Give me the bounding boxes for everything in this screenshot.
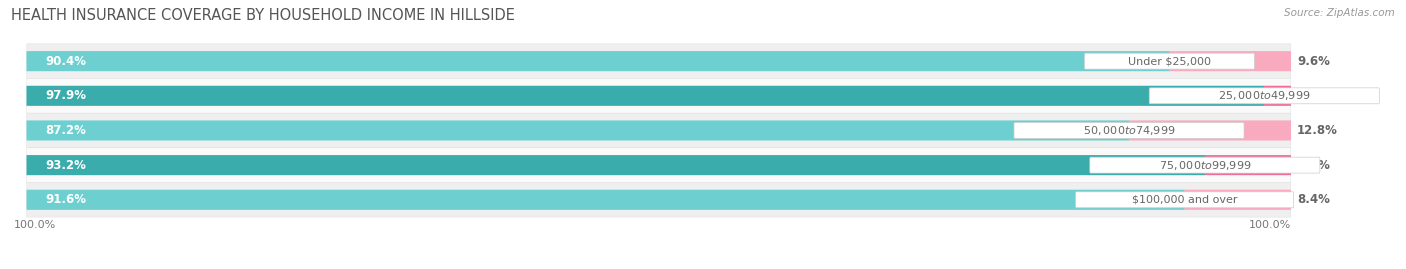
Text: $75,000 to $99,999: $75,000 to $99,999 bbox=[1159, 159, 1251, 172]
FancyBboxPatch shape bbox=[27, 182, 1291, 217]
Text: HEALTH INSURANCE COVERAGE BY HOUSEHOLD INCOME IN HILLSIDE: HEALTH INSURANCE COVERAGE BY HOUSEHOLD I… bbox=[11, 8, 515, 23]
FancyBboxPatch shape bbox=[27, 190, 1185, 210]
Text: 90.4%: 90.4% bbox=[45, 55, 87, 68]
FancyBboxPatch shape bbox=[27, 86, 1264, 106]
FancyBboxPatch shape bbox=[1076, 192, 1294, 208]
FancyBboxPatch shape bbox=[1170, 51, 1291, 71]
Text: 87.2%: 87.2% bbox=[45, 124, 87, 137]
FancyBboxPatch shape bbox=[1264, 86, 1291, 106]
Text: 97.9%: 97.9% bbox=[45, 89, 87, 102]
FancyBboxPatch shape bbox=[27, 148, 1291, 182]
Text: Source: ZipAtlas.com: Source: ZipAtlas.com bbox=[1284, 8, 1395, 18]
Text: $25,000 to $49,999: $25,000 to $49,999 bbox=[1218, 89, 1310, 102]
Text: $100,000 and over: $100,000 and over bbox=[1132, 195, 1237, 205]
FancyBboxPatch shape bbox=[1184, 190, 1291, 210]
Text: 91.6%: 91.6% bbox=[45, 193, 87, 206]
FancyBboxPatch shape bbox=[27, 121, 1129, 140]
Text: Under $25,000: Under $25,000 bbox=[1128, 56, 1211, 66]
Text: 93.2%: 93.2% bbox=[45, 159, 87, 172]
FancyBboxPatch shape bbox=[27, 51, 1170, 71]
FancyBboxPatch shape bbox=[1090, 157, 1320, 173]
FancyBboxPatch shape bbox=[27, 44, 1291, 79]
Text: 8.4%: 8.4% bbox=[1298, 193, 1330, 206]
Text: 9.6%: 9.6% bbox=[1298, 55, 1330, 68]
FancyBboxPatch shape bbox=[27, 113, 1291, 148]
Text: 6.8%: 6.8% bbox=[1298, 159, 1330, 172]
FancyBboxPatch shape bbox=[1014, 122, 1244, 139]
FancyBboxPatch shape bbox=[27, 79, 1291, 113]
FancyBboxPatch shape bbox=[1084, 53, 1254, 69]
Text: 100.0%: 100.0% bbox=[14, 220, 56, 230]
Text: 100.0%: 100.0% bbox=[1249, 220, 1291, 230]
FancyBboxPatch shape bbox=[1205, 155, 1291, 175]
Text: 2.1%: 2.1% bbox=[1298, 89, 1330, 102]
FancyBboxPatch shape bbox=[1129, 121, 1291, 140]
FancyBboxPatch shape bbox=[1149, 88, 1379, 104]
FancyBboxPatch shape bbox=[27, 155, 1205, 175]
Text: 12.8%: 12.8% bbox=[1298, 124, 1339, 137]
Text: $50,000 to $74,999: $50,000 to $74,999 bbox=[1083, 124, 1175, 137]
